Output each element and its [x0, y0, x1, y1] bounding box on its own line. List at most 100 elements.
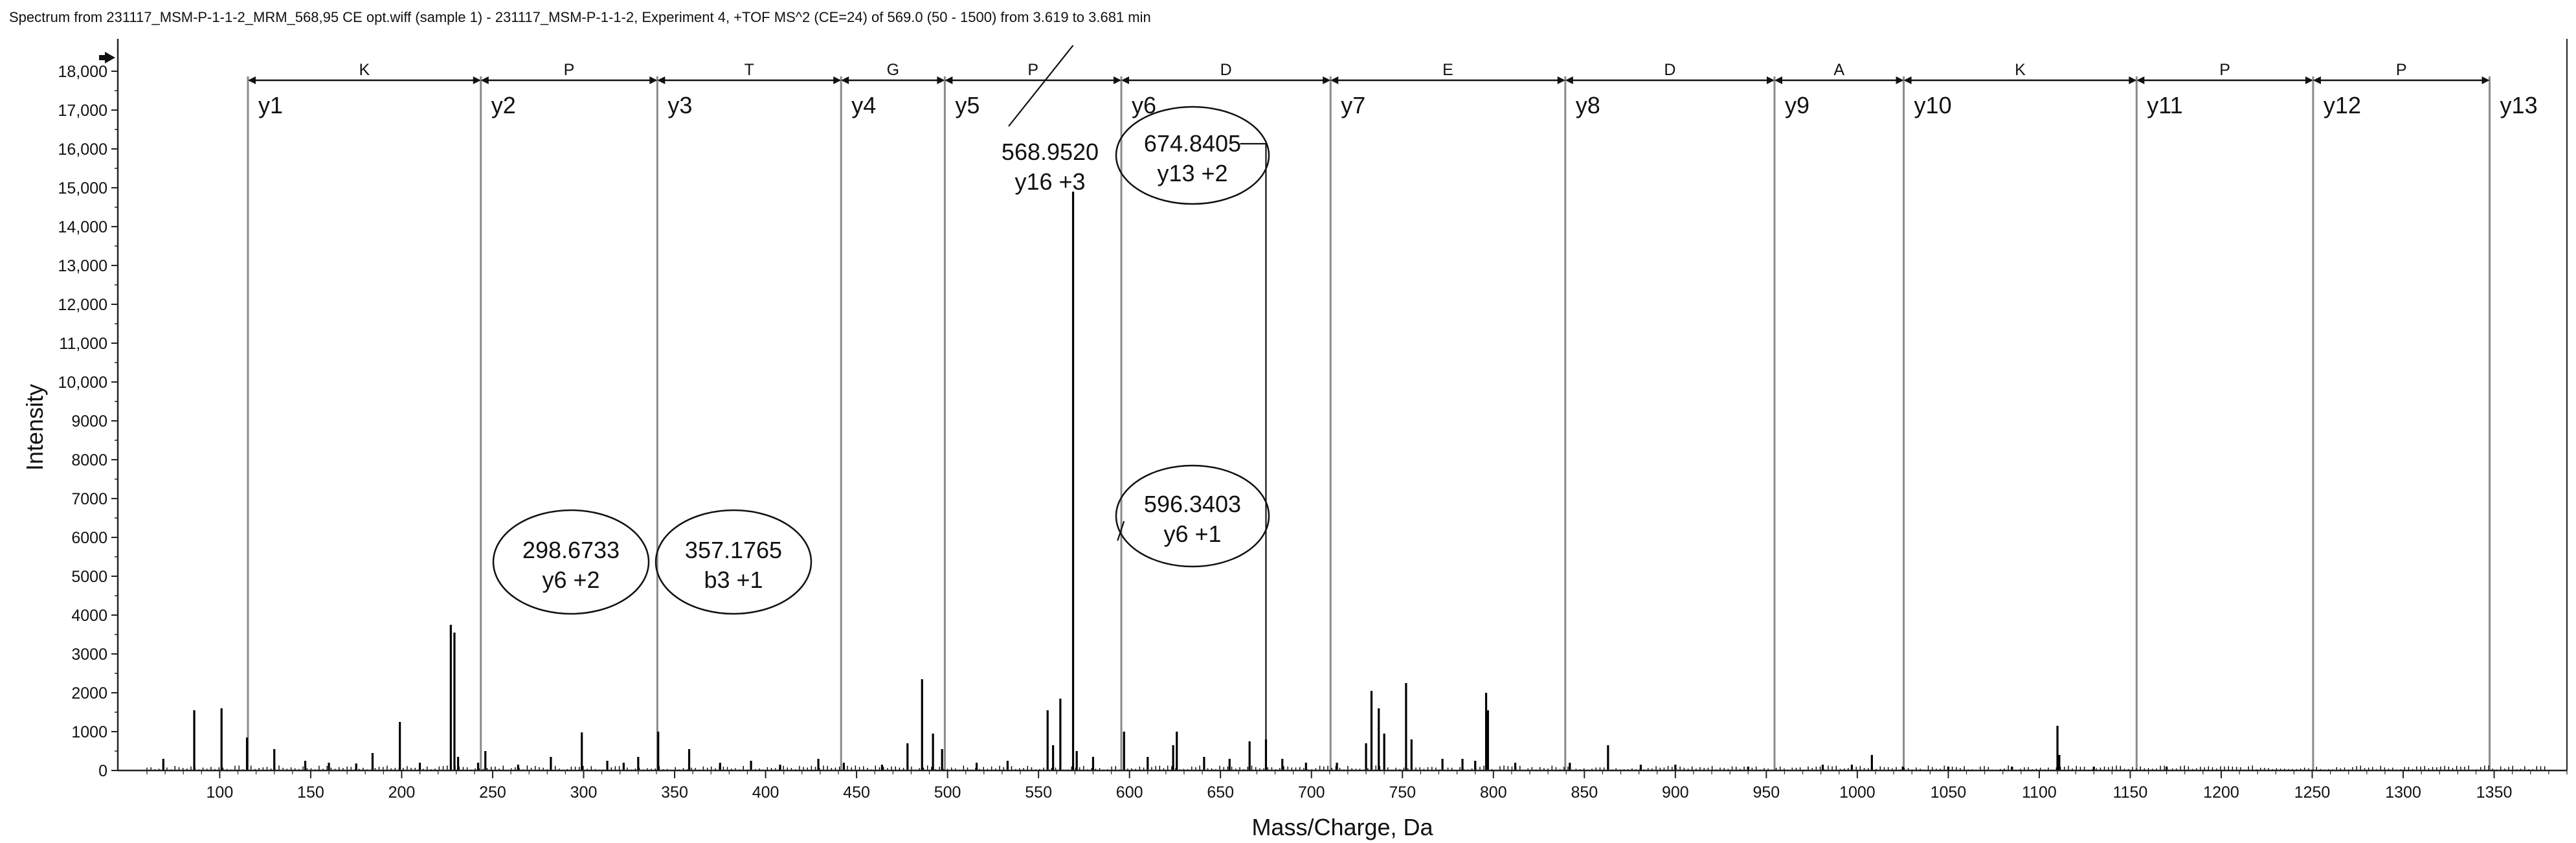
- y-tick-label: 1000: [71, 723, 107, 741]
- residue-label: T: [745, 61, 754, 79]
- annotation-ellipse: [1115, 464, 1270, 568]
- arrow-left-icon: [2313, 76, 2321, 84]
- x-tick-label: 1000: [1839, 783, 1876, 802]
- x-tick-label: 800: [1480, 783, 1507, 802]
- arrow-left-icon: [1330, 76, 1339, 84]
- x-axis-title: Mass/Charge, Da: [1251, 814, 1433, 840]
- arrow-left-icon: [480, 76, 489, 84]
- ion-label: y12: [2324, 92, 2361, 118]
- residue-label: K: [2015, 61, 2026, 79]
- x-tick-label: 850: [1571, 783, 1598, 802]
- y-tick-label: 10,000: [58, 374, 107, 392]
- peak-series: [146, 192, 2546, 770]
- arrow-left-icon: [1775, 76, 1783, 84]
- x-tick-label: 400: [752, 783, 779, 802]
- ion-label: y8: [1576, 92, 1600, 118]
- annotation-mz: 357.1765: [685, 537, 782, 563]
- arrow-right-icon: [833, 76, 842, 84]
- ion-label: y13: [2500, 92, 2538, 118]
- peak-annotations: 298.6733 y6 +2 357.1765 b3 +1 568.9520 y16 +3…: [492, 45, 1270, 739]
- ion-label: y9: [1785, 92, 1809, 118]
- y-tick-label: 11,000: [59, 335, 107, 353]
- y-tick-label: 4000: [71, 607, 107, 625]
- annotation-mz: 298.6733: [522, 537, 620, 563]
- annotation-mz: 568.9520: [1002, 139, 1099, 165]
- x-tick-label: 100: [207, 783, 234, 802]
- x-tick-label: 1050: [1931, 783, 1967, 802]
- arrow-left-icon: [657, 76, 666, 84]
- arrow-right-icon: [1557, 76, 1565, 84]
- y-tick-label: 14,000: [58, 218, 107, 236]
- y-tick-label: 6000: [71, 529, 107, 547]
- chart-axes: 0 1000 2000 3000 4000 5000 6000 7000 8000 9000 10,…: [21, 39, 2568, 840]
- x-tick-label: 600: [1116, 783, 1143, 802]
- ion-label: y7: [1341, 92, 1365, 118]
- residue-label: E: [1442, 61, 1453, 79]
- peak-annotation: 357.1765 b3 +1: [655, 509, 812, 615]
- arrow-left-icon: [1565, 76, 1573, 84]
- y-tick-label: 15,000: [58, 179, 107, 197]
- ion-label: y10: [1914, 92, 1952, 118]
- x-tick-label: 1100: [2022, 783, 2057, 802]
- ion-label: y4: [851, 92, 876, 118]
- residue-label: P: [564, 61, 575, 79]
- y-axis-title: Intensity: [21, 384, 48, 471]
- ion-label: y1: [258, 92, 283, 118]
- x-tick-label: 700: [1298, 783, 1325, 802]
- annotation-ion: y13 +2: [1157, 160, 1227, 186]
- annotation-ion: y16 +3: [1014, 168, 1085, 195]
- x-tick-label: 1300: [2385, 783, 2421, 802]
- arrow-right-icon: [1323, 76, 1331, 84]
- ion-label: y5: [955, 92, 980, 118]
- residue-label: A: [1833, 61, 1844, 79]
- peak-annotation: 596.3403 y6 +1: [1115, 464, 1270, 568]
- y-tick-label: 18,000: [58, 63, 107, 81]
- y-tick-label: 3000: [71, 646, 107, 664]
- x-tick-label: 750: [1389, 783, 1416, 802]
- y-tick-label: 7000: [71, 490, 107, 508]
- residue-label: G: [887, 61, 899, 79]
- y-tick-label: 12,000: [58, 296, 107, 314]
- residue-label: P: [2396, 61, 2407, 79]
- residue-label: D: [1220, 61, 1232, 79]
- arrow-left-icon: [2136, 76, 2145, 84]
- x-tick-label: 250: [479, 783, 506, 802]
- peak-annotation: 674.8405 y13 +2: [1115, 106, 1270, 205]
- arrow-right-icon: [2481, 76, 2490, 84]
- arrow-right-icon: [1114, 76, 1122, 84]
- arrow-left-icon: [1121, 76, 1130, 84]
- annotation-leader: [1117, 521, 1125, 541]
- annotation-mz: 596.3403: [1144, 491, 1241, 517]
- y-tick-label: 9000: [71, 412, 107, 431]
- x-tick-label: 450: [843, 783, 870, 802]
- y-tick-label: 8000: [71, 451, 107, 469]
- annotation-ellipse: [492, 509, 650, 615]
- arrow-left-icon: [1903, 76, 1912, 84]
- annotation-ion: b3 +1: [704, 567, 763, 593]
- x-tick-label: 1200: [2203, 783, 2239, 802]
- annotation-ion: y6 +1: [1163, 521, 1221, 547]
- annotation-ion: y6 +2: [542, 567, 599, 593]
- x-tick-label: 1350: [2476, 783, 2513, 802]
- y-tick-label: 2000: [71, 684, 107, 702]
- x-tick-label: 1250: [2294, 783, 2331, 802]
- y-tick-label: 0: [98, 762, 107, 780]
- residue-label: D: [1664, 61, 1675, 79]
- x-tick-label: 150: [297, 783, 324, 802]
- arrow-right-icon: [937, 76, 945, 84]
- ion-ladder-lines: [247, 76, 2491, 770]
- arrow-left-icon: [945, 76, 953, 84]
- annotation-ellipse: [655, 509, 812, 615]
- cursor-arrow-icon: [99, 52, 115, 63]
- ion-label: y11: [2147, 92, 2182, 118]
- ion-label: y2: [491, 92, 516, 118]
- arrow-right-icon: [1767, 76, 1775, 84]
- x-tick-label: 550: [1025, 783, 1052, 802]
- x-tick-label: 500: [934, 783, 961, 802]
- x-tick-label: 650: [1207, 783, 1234, 802]
- y-tick-label: 5000: [71, 568, 107, 586]
- spectrum-header: Spectrum from 231117_MSM-P-1-1-2_MRM_568…: [9, 9, 1151, 25]
- annotation-mz: 674.8405: [1144, 130, 1241, 157]
